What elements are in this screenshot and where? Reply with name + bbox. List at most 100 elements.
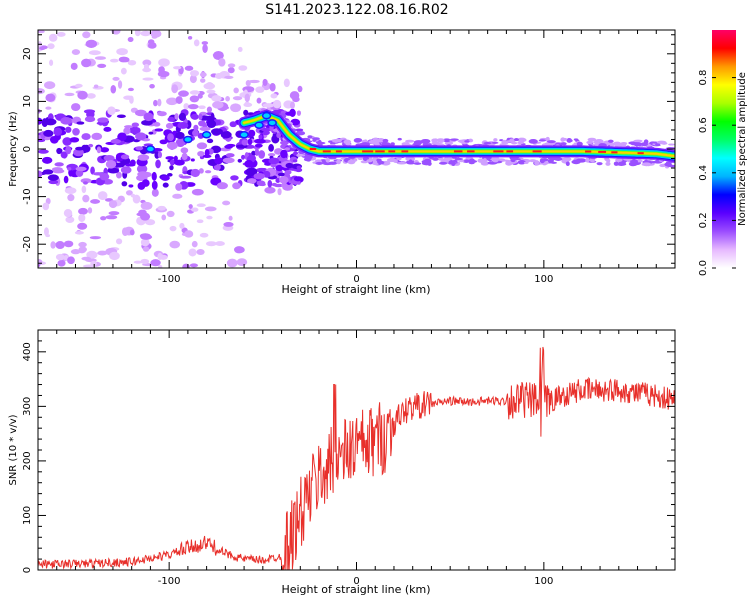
heatmap-cell bbox=[201, 41, 209, 45]
heatmap-cell bbox=[116, 114, 126, 119]
heatmap-cell bbox=[220, 131, 232, 139]
heatmap-cell bbox=[258, 150, 266, 159]
heatmap-cell bbox=[271, 182, 278, 187]
heatmap-cell bbox=[79, 215, 84, 222]
heatmap-cell bbox=[276, 132, 281, 139]
heatmap-cell bbox=[97, 63, 107, 68]
heatmap-cell bbox=[128, 184, 134, 188]
heatmap-cell bbox=[206, 89, 216, 94]
heatmap-cell bbox=[116, 48, 128, 56]
heatmap-cell bbox=[284, 170, 292, 175]
heatmap-cell bbox=[576, 158, 581, 162]
heatmap-cell bbox=[70, 62, 78, 70]
heatmap-cell bbox=[140, 212, 151, 221]
heatmap-cell bbox=[43, 129, 54, 137]
heatmap-cell bbox=[517, 160, 526, 165]
heatmap-cell bbox=[223, 222, 234, 227]
heatmap-cell bbox=[202, 154, 212, 158]
heatmap-cell bbox=[502, 159, 510, 162]
heatmap-cell bbox=[241, 139, 248, 146]
heatmap-ridge bbox=[145, 109, 675, 163]
heatmap-cell bbox=[63, 175, 69, 184]
y-tick-label: -20 bbox=[22, 236, 33, 252]
heatmap-cell bbox=[43, 227, 49, 236]
heatmap-cell bbox=[236, 258, 248, 266]
heatmap-cell bbox=[41, 156, 53, 164]
heatmap-cell bbox=[267, 152, 276, 157]
heatmap-cell bbox=[44, 118, 57, 126]
heatmap-cell bbox=[153, 99, 158, 107]
heatmap-cell bbox=[215, 241, 225, 247]
colorbar-tick-label: 0.6 bbox=[698, 117, 709, 133]
heatmap-cell bbox=[38, 88, 45, 95]
heatmap-cell bbox=[112, 76, 120, 81]
x-tick-label: -100 bbox=[158, 274, 181, 285]
heatmap-cell bbox=[408, 159, 413, 164]
heatmap-cell bbox=[63, 240, 74, 248]
heatmap-cell bbox=[160, 175, 170, 181]
heatmap-cell bbox=[64, 92, 75, 97]
heatmap-cell bbox=[189, 70, 200, 77]
heatmap-spot bbox=[201, 130, 212, 139]
heatmap-cell bbox=[47, 174, 59, 181]
heatmap-cell bbox=[158, 58, 170, 67]
heatmap-cell bbox=[268, 157, 280, 165]
heatmap-cell bbox=[377, 139, 384, 143]
heatmap-cell bbox=[347, 159, 356, 165]
heatmap-cell bbox=[633, 139, 643, 143]
snr-panel: -100 0 100 0 100 200 300 400 Height of straight… bbox=[8, 329, 676, 596]
heatmap-cell bbox=[492, 159, 499, 163]
heatmap-cell bbox=[75, 169, 84, 177]
heatmap-cell bbox=[110, 139, 122, 144]
heatmap-cell bbox=[436, 138, 445, 143]
heatmap-cell bbox=[99, 147, 110, 153]
heatmap-cell bbox=[197, 93, 203, 99]
heatmap-cell bbox=[438, 161, 448, 165]
heatmap-spot bbox=[183, 135, 193, 144]
heatmap-cell bbox=[196, 142, 208, 150]
colorbar-tick-label: 0.0 bbox=[698, 260, 709, 276]
heatmap-cell bbox=[93, 84, 99, 89]
heatmap-cell bbox=[226, 258, 238, 268]
heatmap-cell bbox=[151, 180, 158, 190]
heatmap-cell bbox=[74, 230, 84, 235]
heatmap-cell bbox=[222, 157, 235, 164]
heatmap-cell bbox=[191, 188, 204, 196]
heatmap-cell bbox=[187, 35, 193, 40]
heatmap-cell bbox=[148, 131, 154, 135]
heatmap-cell bbox=[166, 97, 178, 106]
heatmap-cell bbox=[123, 57, 130, 63]
heatmap-cell bbox=[493, 138, 498, 142]
heatmap-cell bbox=[255, 167, 268, 173]
heatmap-cell bbox=[169, 240, 181, 249]
x-tick-label: 100 bbox=[534, 274, 553, 285]
heatmap-cell bbox=[216, 182, 228, 190]
heatmap-cell bbox=[366, 159, 373, 163]
snr-ticks: -100 0 100 0 100 200 300 400 bbox=[22, 329, 676, 587]
heatmap-cell bbox=[268, 144, 274, 152]
heatmap-cell bbox=[412, 142, 422, 146]
heatmap-cell bbox=[165, 156, 175, 160]
heatmap-cell bbox=[82, 31, 91, 39]
heatmap-cell bbox=[244, 101, 250, 107]
heatmap-cell bbox=[211, 95, 222, 102]
heatmap-cell bbox=[247, 138, 253, 146]
heatmap-cell bbox=[261, 127, 273, 132]
heatmap-cell bbox=[188, 204, 193, 209]
heatmap-cell bbox=[303, 157, 312, 162]
heatmap-cell bbox=[285, 111, 294, 116]
heatmap-cell bbox=[71, 49, 81, 55]
heatmap-cell bbox=[295, 130, 306, 136]
x-tick-label: 0 bbox=[353, 576, 359, 587]
heatmap-cell bbox=[214, 73, 224, 80]
heatmap-cell bbox=[283, 78, 290, 88]
heatmap-cell bbox=[297, 85, 303, 93]
heatmap-cell bbox=[133, 139, 140, 143]
heatmap-cell bbox=[238, 65, 248, 71]
heatmap-cell bbox=[421, 161, 432, 166]
heatmap-cell bbox=[179, 222, 185, 229]
heatmap-cell bbox=[615, 158, 623, 162]
heatmap-cell bbox=[180, 147, 189, 154]
heatmap-cell bbox=[477, 158, 485, 163]
heatmap-cell bbox=[396, 157, 402, 161]
